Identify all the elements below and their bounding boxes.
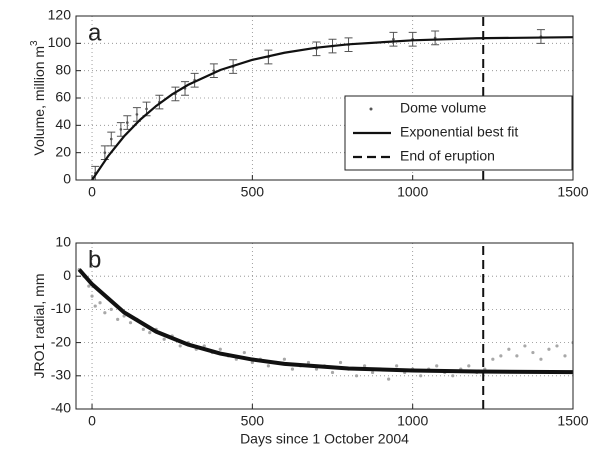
y-tick-label: 0 (63, 267, 71, 283)
data-point (435, 364, 439, 368)
data-point (419, 374, 423, 378)
y-tick-label: 60 (55, 89, 71, 105)
data-point (354, 374, 359, 378)
legend-symbol (369, 107, 373, 111)
legend-label: Exponential best fit (400, 124, 518, 140)
x-tick-label: 0 (88, 413, 96, 429)
data-point (103, 151, 107, 154)
legend-label: Dome volume (400, 100, 487, 116)
data-point (467, 364, 471, 368)
data-point (109, 137, 113, 141)
data-point (109, 307, 113, 311)
data-point (330, 370, 335, 375)
data-point (523, 344, 527, 348)
data-point (555, 344, 559, 348)
y-tick-label: -10 (51, 300, 71, 316)
x-tick-label: 1000 (397, 413, 428, 429)
panel-label: b (88, 246, 101, 273)
data-point (178, 344, 182, 348)
data-point (250, 360, 254, 365)
x-tick-label: 500 (241, 413, 265, 429)
data-point (515, 354, 519, 358)
data-point (338, 360, 343, 365)
data-point (362, 364, 367, 368)
data-point (531, 350, 535, 355)
data-point (135, 113, 139, 116)
x-tick-label: 1500 (557, 184, 588, 200)
data-point (90, 294, 94, 298)
y-axis-label-text: Volume, million m (31, 46, 47, 156)
plot-area (76, 243, 573, 409)
y-tick-label: -30 (51, 367, 71, 383)
data-point (93, 304, 97, 308)
y-tick-label: 100 (48, 34, 72, 50)
data-point (128, 321, 133, 325)
y-tick-label: 10 (55, 234, 71, 250)
data-layer (77, 243, 573, 409)
data-point (507, 347, 511, 351)
legend: Dome volume Exponential best fit End of er… (344, 95, 573, 171)
panel: 0 500 1000 1500 0 20 40 60 80 100 120 a Volume, mill… (29, 7, 589, 200)
data-point (266, 364, 270, 368)
y-tick-label: 80 (55, 61, 71, 77)
x-tick-label: 1500 (557, 413, 588, 429)
data-point (314, 367, 319, 371)
data-point (122, 314, 126, 318)
y-axis-label: Volume, million m3 (29, 40, 47, 156)
x-tick-label: 1000 (397, 184, 428, 200)
data-point (451, 374, 455, 378)
data-point (116, 317, 120, 321)
data-point (242, 350, 246, 355)
data-point (103, 311, 107, 315)
data-point (202, 344, 206, 348)
data-point (119, 128, 123, 131)
data-layer (91, 16, 573, 180)
x-axis-label: Days since 1 October 2004 (240, 431, 409, 447)
y-axis-label: JRO1 radial, mm (31, 273, 47, 378)
y-axis-label-text: JRO1 radial, mm (31, 273, 47, 378)
axes-frame (75, 242, 574, 410)
data-point (212, 69, 216, 72)
data-point (145, 107, 148, 111)
data-point (306, 360, 311, 365)
data-point (218, 347, 222, 351)
x-tick-label: 0 (88, 184, 96, 200)
axes-frame (75, 15, 574, 181)
data-point (126, 121, 129, 124)
data-point (499, 354, 503, 358)
y-tick-label: -20 (51, 333, 71, 349)
y-tick-label: 40 (55, 116, 71, 132)
y-axis-label-sup: 3 (29, 40, 40, 46)
x-tick-label: 500 (241, 184, 265, 200)
y-tick-label: 20 (55, 143, 71, 159)
y-tick-label: -40 (51, 400, 71, 416)
data-point (392, 37, 395, 41)
panel-label: a (88, 19, 102, 46)
y-tick-label: 0 (63, 171, 71, 187)
data-point (282, 357, 287, 361)
y-tick-label: 120 (48, 7, 72, 23)
data-point (141, 327, 145, 331)
data-point (290, 367, 295, 371)
data-point (148, 331, 152, 335)
panel: 0 500 1000 1500 -40 -30 -20 -10 0 10 b JRO1 radial,… (31, 234, 589, 447)
data-point (370, 370, 375, 375)
data-point (87, 284, 91, 288)
fit-line (91, 36, 573, 180)
data-point (162, 337, 166, 341)
legend-label: End of eruption (400, 148, 495, 164)
data-point (491, 357, 495, 361)
data-point (547, 347, 551, 351)
data-point (563, 354, 567, 358)
data-point (387, 377, 391, 381)
data-point (395, 364, 399, 368)
fit-line (77, 268, 573, 375)
data-point (539, 357, 543, 361)
data-point (98, 301, 102, 305)
